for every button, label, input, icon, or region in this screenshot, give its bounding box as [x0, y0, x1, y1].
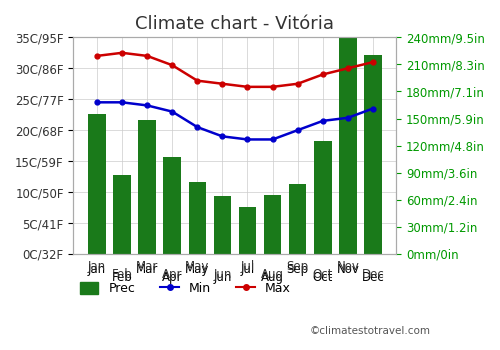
Bar [289, 183, 306, 254]
Text: Aug: Aug [261, 271, 284, 284]
Text: Feb: Feb [112, 268, 132, 281]
Text: Oct: Oct [312, 271, 333, 284]
Bar [314, 141, 332, 254]
Bar [364, 55, 382, 254]
Title: Climate chart - Vitória: Climate chart - Vitória [136, 15, 334, 33]
Text: Sep: Sep [286, 263, 308, 276]
Text: Aug: Aug [261, 268, 284, 281]
Bar [214, 196, 231, 254]
Text: Jun: Jun [213, 271, 232, 284]
Text: Feb: Feb [112, 271, 132, 284]
Text: Jan: Jan [88, 263, 106, 276]
Text: Mar: Mar [136, 259, 158, 273]
Legend: Prec, Min, Max: Prec, Min, Max [80, 282, 291, 295]
Text: ©climatestotravel.com: ©climatestotravel.com [310, 326, 431, 336]
Text: Jul: Jul [240, 263, 254, 276]
Text: Dec: Dec [362, 271, 384, 284]
Bar [188, 182, 206, 254]
Text: Oct: Oct [312, 268, 333, 281]
Text: Sep: Sep [286, 259, 308, 273]
Bar [88, 114, 106, 254]
Text: Dec: Dec [362, 268, 384, 281]
Bar [113, 175, 131, 254]
Text: Jun: Jun [213, 268, 232, 281]
Bar [339, 37, 356, 254]
Text: May: May [185, 259, 210, 273]
Text: Apr: Apr [162, 268, 182, 281]
Text: Jan: Jan [88, 259, 106, 273]
Text: Nov: Nov [336, 259, 359, 273]
Text: Nov: Nov [336, 263, 359, 276]
Text: Mar: Mar [136, 263, 158, 276]
Text: May: May [185, 263, 210, 276]
Text: Jul: Jul [240, 259, 254, 273]
Bar [264, 195, 281, 254]
Bar [138, 120, 156, 254]
Bar [238, 207, 256, 254]
Bar [164, 158, 181, 254]
Text: Apr: Apr [162, 271, 182, 284]
